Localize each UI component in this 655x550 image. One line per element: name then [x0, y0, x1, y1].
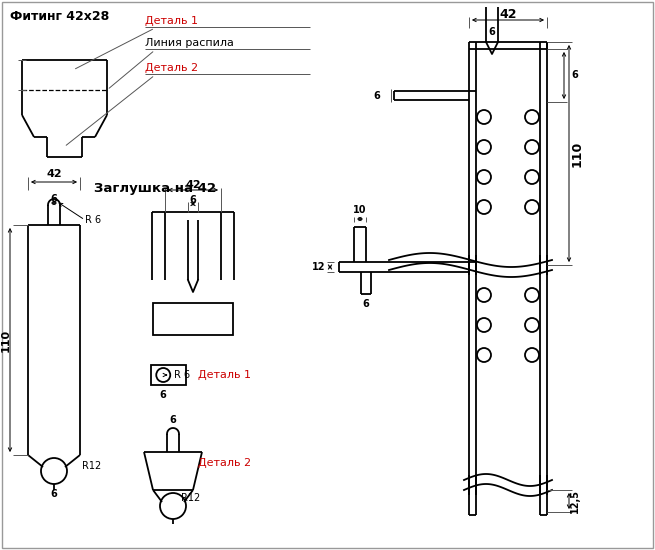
- Text: 110: 110: [1, 328, 11, 351]
- Text: R12: R12: [181, 493, 200, 503]
- Text: Фитинг 42х28: Фитинг 42х28: [10, 10, 109, 23]
- Text: Заглушка на 42: Заглушка на 42: [94, 182, 216, 195]
- Text: 42: 42: [47, 169, 62, 179]
- Text: Деталь 2: Деталь 2: [198, 458, 251, 468]
- Text: 10: 10: [353, 205, 367, 215]
- Bar: [151, 365, 186, 385]
- Text: 12,5: 12,5: [570, 489, 580, 513]
- Text: 6: 6: [373, 91, 380, 101]
- Text: Деталь 1: Деталь 1: [145, 16, 198, 26]
- Text: 6: 6: [160, 390, 166, 400]
- Text: 12: 12: [312, 262, 325, 272]
- Text: 6: 6: [50, 489, 58, 499]
- Text: R 6: R 6: [174, 370, 190, 380]
- Text: 42: 42: [185, 180, 201, 190]
- Text: Деталь 1: Деталь 1: [198, 370, 251, 380]
- Text: 6: 6: [190, 195, 196, 205]
- Text: 6: 6: [489, 27, 495, 37]
- Text: 6: 6: [363, 299, 369, 309]
- Text: 6: 6: [571, 70, 578, 80]
- Text: R 6: R 6: [85, 215, 101, 225]
- Text: 42: 42: [499, 8, 517, 20]
- Text: Линия распила: Линия распила: [145, 38, 234, 48]
- Text: 6: 6: [170, 415, 176, 425]
- Bar: [153, 303, 233, 335]
- Text: 6: 6: [50, 194, 58, 204]
- Text: R12: R12: [82, 461, 102, 471]
- Text: 110: 110: [571, 141, 584, 167]
- Text: Деталь 2: Деталь 2: [145, 63, 198, 73]
